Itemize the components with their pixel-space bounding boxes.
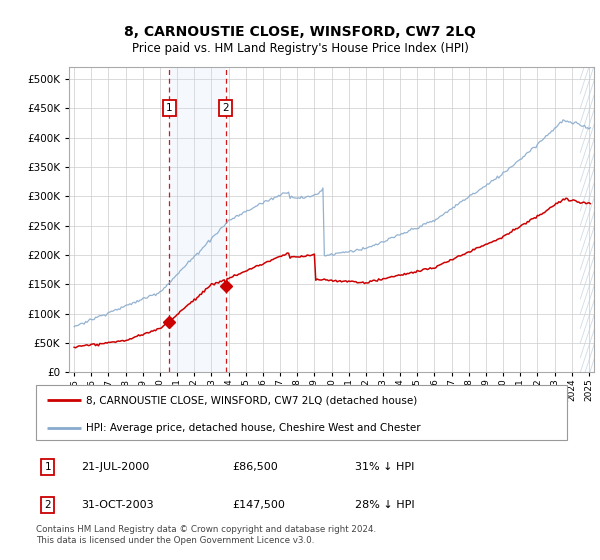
- Text: Contains HM Land Registry data © Crown copyright and database right 2024.
This d: Contains HM Land Registry data © Crown c…: [36, 525, 376, 545]
- Text: 28% ↓ HPI: 28% ↓ HPI: [355, 500, 414, 510]
- Text: HPI: Average price, detached house, Cheshire West and Chester: HPI: Average price, detached house, Ches…: [86, 423, 421, 432]
- Text: Price paid vs. HM Land Registry's House Price Index (HPI): Price paid vs. HM Land Registry's House …: [131, 42, 469, 55]
- Text: 21-JUL-2000: 21-JUL-2000: [81, 462, 149, 472]
- Bar: [580, 67, 596, 372]
- Text: 2: 2: [44, 500, 51, 510]
- Text: 31-OCT-2003: 31-OCT-2003: [81, 500, 154, 510]
- Text: 2: 2: [223, 103, 229, 113]
- Text: 1: 1: [44, 462, 51, 472]
- Text: 8, CARNOUSTIE CLOSE, WINSFORD, CW7 2LQ: 8, CARNOUSTIE CLOSE, WINSFORD, CW7 2LQ: [124, 25, 476, 39]
- Bar: [169, 67, 226, 372]
- Text: 31% ↓ HPI: 31% ↓ HPI: [355, 462, 414, 472]
- Text: £147,500: £147,500: [232, 500, 286, 510]
- Text: 8, CARNOUSTIE CLOSE, WINSFORD, CW7 2LQ (detached house): 8, CARNOUSTIE CLOSE, WINSFORD, CW7 2LQ (…: [86, 395, 418, 405]
- Text: 1: 1: [166, 103, 173, 113]
- Text: £86,500: £86,500: [232, 462, 278, 472]
